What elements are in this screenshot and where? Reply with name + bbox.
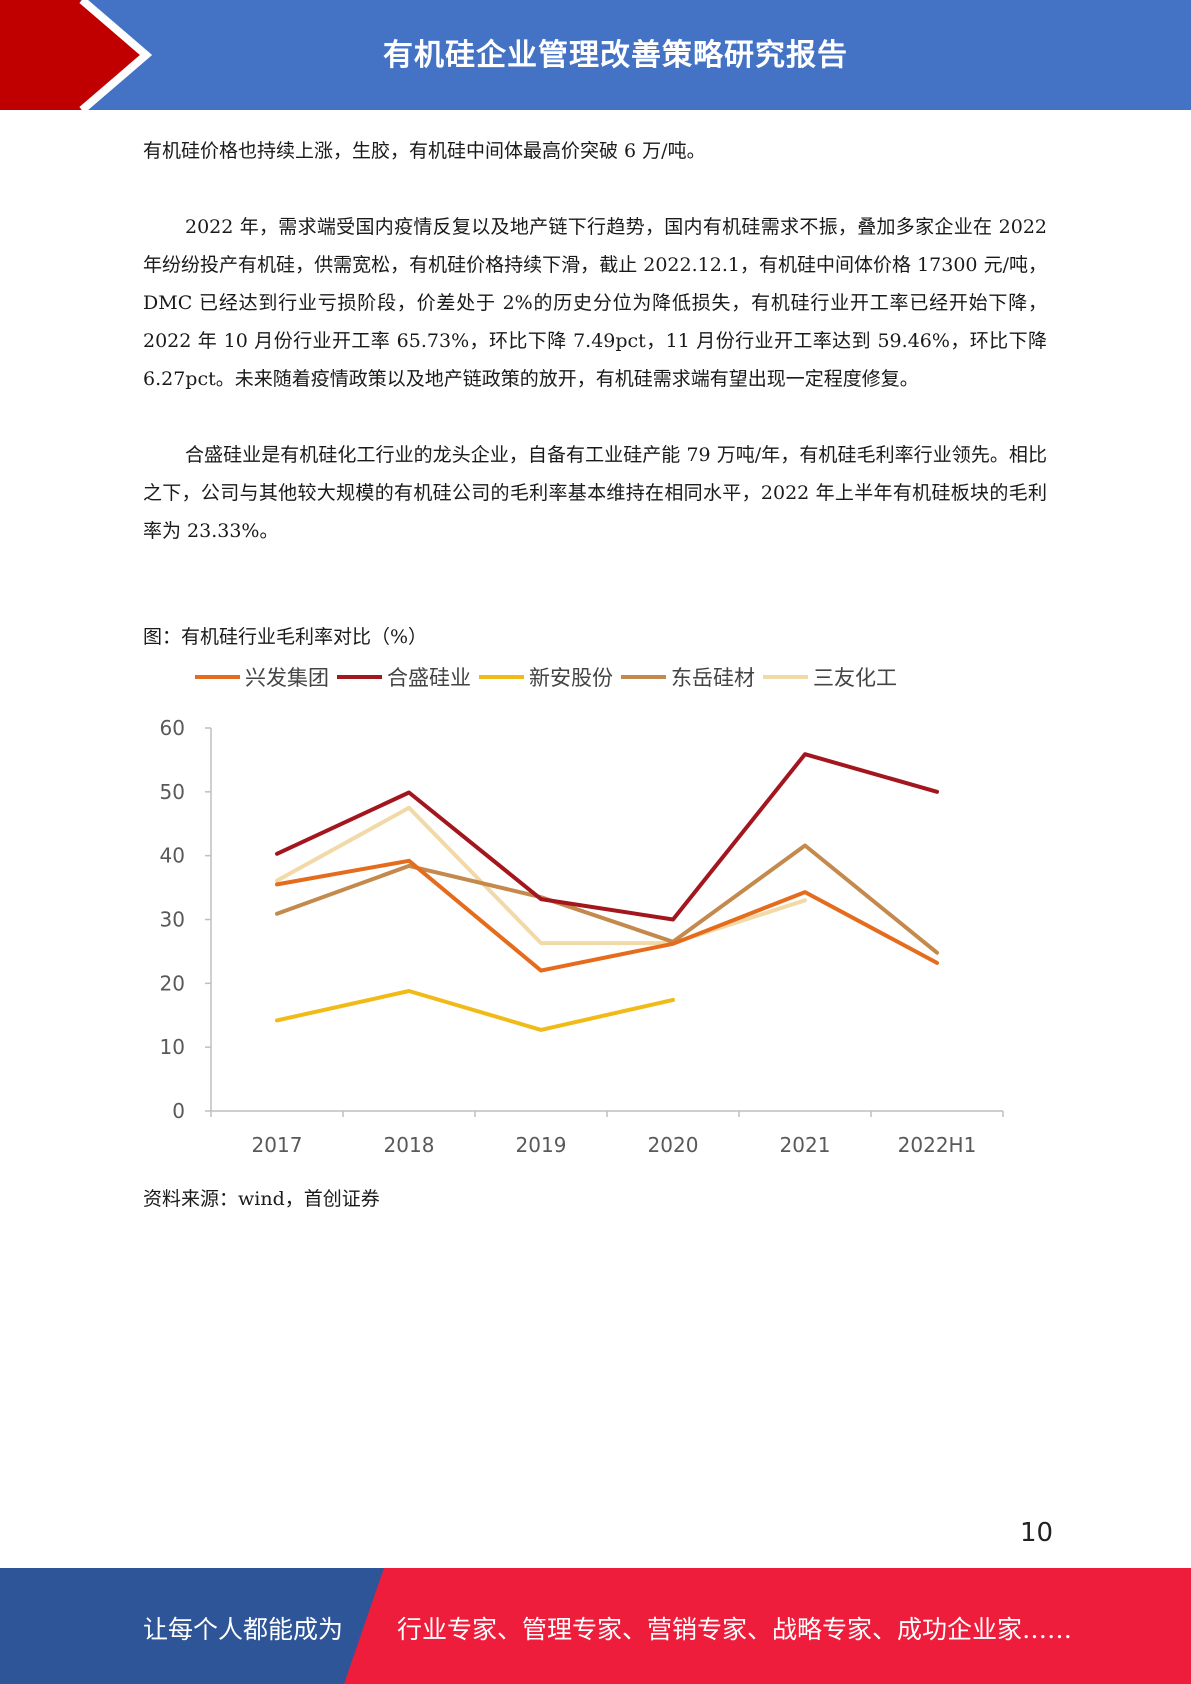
paragraph-1: 有机硅价格也持续上涨，生胶，有机硅中间体最高价突破 6 万/吨。 — [143, 140, 706, 162]
x-tick-label: 2018 — [384, 1133, 435, 1157]
x-tick-label: 2017 — [252, 1133, 303, 1157]
footer-slogan-right: 行业专家、管理专家、营销专家、战略专家、成功企业家…… — [397, 1615, 1073, 1644]
series-line-5 — [275, 805, 807, 946]
legend-label: 兴发集团 — [245, 666, 329, 690]
x-tick-label: 2020 — [648, 1133, 699, 1157]
y-tick-label: 20 — [160, 971, 185, 995]
body-text: 有机硅价格也持续上涨，生胶，有机硅中间体最高价突破 6 万/吨。 2022 年，… — [143, 132, 1047, 550]
footer-slogan-left: 让每个人都能成为 — [143, 1615, 344, 1644]
footer-band: 让每个人都能成为 行业专家、管理专家、营销专家、战略专家、成功企业家…… — [0, 1568, 1191, 1684]
paragraph-2: 2022 年，需求端受国内疫情反复以及地产链下行趋势，国内有机硅需求不振，叠加多… — [143, 216, 1047, 390]
y-tick-label: 30 — [160, 908, 185, 932]
header-band: 有机硅企业管理改善策略研究报告 — [0, 0, 1191, 110]
x-tick-label: 2019 — [516, 1133, 567, 1157]
chart-svg: 兴发集团 合盛硅业 新安股份 东岳硅材 三友化工 0 10 20 30 40 50 60 2017 201… — [160, 666, 1004, 1157]
y-tick-label: 60 — [160, 716, 185, 740]
figure-caption: 图：有机硅行业毛利率对比（%） — [143, 626, 428, 648]
y-tick-label: 10 — [160, 1035, 185, 1059]
legend-label: 合盛硅业 — [387, 666, 471, 690]
legend-label: 东岳硅材 — [671, 666, 755, 690]
x-tick-label: 2021 — [780, 1133, 831, 1157]
x-tick-label: 2022H1 — [898, 1133, 977, 1157]
legend-label: 三友化工 — [813, 666, 897, 690]
series-line-4 — [275, 843, 939, 955]
gross-margin-chart: 兴发集团 合盛硅业 新安股份 东岳硅材 三友化工 0 10 20 30 40 50 60 2017 201… — [143, 655, 1023, 1175]
y-tick-label: 50 — [160, 780, 185, 804]
series-line-1 — [275, 858, 939, 973]
figure-source: 资料来源：wind，首创证券 — [143, 1188, 380, 1210]
series-line-2 — [275, 752, 939, 922]
page-number: 10 — [1020, 1518, 1054, 1548]
legend-label: 新安股份 — [529, 666, 613, 690]
series-line-3 — [275, 989, 675, 1032]
report-title: 有机硅企业管理改善策略研究报告 — [383, 38, 848, 73]
y-tick-label: 0 — [172, 1099, 185, 1123]
header-chevron-decoration — [0, 0, 153, 110]
footer-background — [0, 1568, 1191, 1684]
paragraph-3: 合盛硅业是有机硅化工行业的龙头企业，自备有工业硅产能 79 万吨/年，有机硅毛利… — [143, 444, 1047, 542]
y-tick-label: 40 — [160, 844, 185, 868]
